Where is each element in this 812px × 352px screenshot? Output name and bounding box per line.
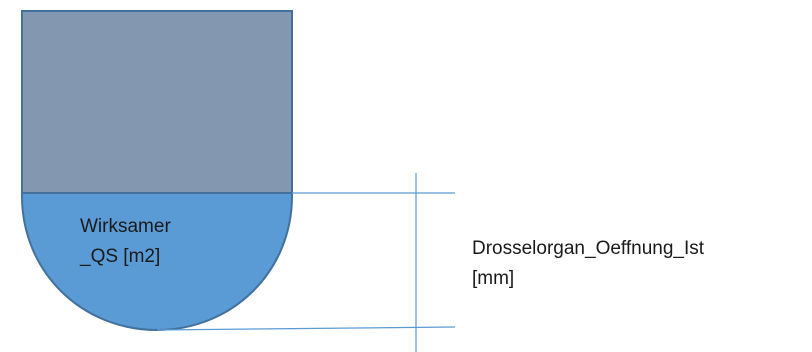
throttle-opening-label: Drosselorgan_Oeffnung_Ist [mm] xyxy=(472,234,704,294)
effective-cross-section-label-line1: Wirksamer xyxy=(80,216,171,237)
dimension-extension-line-bottom xyxy=(156,326,456,331)
effective-cross-section-label-line2: _QS [m2] xyxy=(80,246,161,267)
closed-portion-rect xyxy=(21,10,293,194)
throttle-opening-label-line2: [mm] xyxy=(472,268,515,289)
effective-cross-section-label: Wirksamer _QS [m2] xyxy=(80,212,230,272)
throttle-opening-label-line1: Drosselorgan_Oeffnung_Ist xyxy=(472,238,705,259)
